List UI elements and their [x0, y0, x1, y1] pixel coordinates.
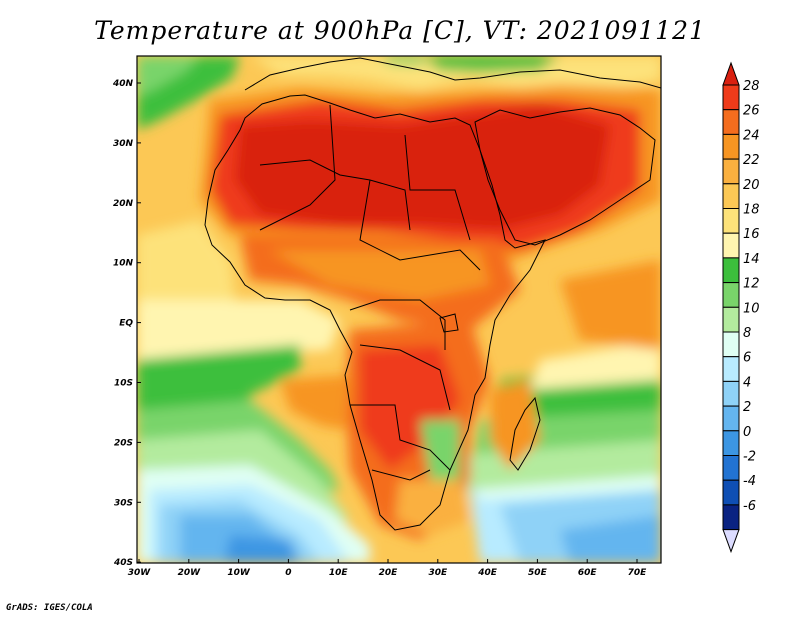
credit-text: GrADS: IGES/COLA: [6, 603, 93, 613]
colorbar-label: 22: [743, 153, 760, 168]
lon-label: 60E: [578, 568, 598, 578]
border-1: [259, 159, 411, 231]
colorbar-segment: [722, 208, 740, 234]
colorbar-label: 12: [743, 277, 760, 292]
lat-label: 30N: [113, 139, 134, 149]
lon-label: 30E: [428, 568, 448, 578]
lon-label: 20W: [178, 568, 202, 578]
map-title: Temperature at 900hPa [C], VT: 202109112…: [94, 16, 706, 45]
lat-label: 10N: [113, 259, 134, 269]
colorbar-label: 28: [743, 79, 760, 94]
plot-frame: [136, 55, 662, 564]
colorbar-segment: [722, 331, 740, 358]
coastlines: [204, 57, 661, 531]
colorbar-label: 10: [743, 301, 760, 316]
colorbar-segment: [722, 109, 740, 135]
lon-label: 50E: [528, 568, 548, 578]
colorbar-label: 26: [743, 104, 760, 119]
colorbar-label: -4: [743, 474, 756, 489]
lat-label: 30S: [114, 498, 133, 508]
colorbar-segment: [722, 455, 740, 481]
border-8: [371, 469, 431, 481]
colorbar-segment: [722, 282, 740, 308]
colorbar-label: -2: [743, 450, 756, 465]
colorbar-label: 16: [743, 227, 760, 242]
colorbar-label: 0: [743, 425, 751, 440]
lat-label: 10S: [114, 379, 133, 389]
colorbar-segment: [722, 84, 740, 111]
colorbar-label: 14: [743, 252, 760, 267]
border-5: [349, 299, 446, 350]
colorbar-label: 18: [743, 203, 760, 218]
border-3: [404, 134, 471, 241]
madagascar-coastline: [509, 396, 541, 471]
border-7: [350, 404, 451, 471]
colorbar-segment: [722, 306, 740, 333]
colorbar-segment: [722, 380, 740, 407]
lat-label: 40S: [113, 558, 133, 568]
lon-label: 40E: [477, 568, 498, 578]
lon-label: 10W: [227, 568, 251, 578]
lat-label: EQ: [119, 319, 133, 329]
latitude-labels: 40N 30N 20N 10N EQ 10S 20S 30S 40S: [112, 79, 134, 568]
europe-coastline: [244, 57, 661, 91]
colorbar-segment: [722, 356, 740, 382]
colorbar-segment: [722, 183, 740, 210]
colorbar-segment: [722, 430, 740, 456]
africa-coastline: [204, 94, 546, 531]
border-2: [259, 104, 336, 231]
lon-label: 20E: [379, 568, 399, 578]
colorbar-label: 24: [743, 128, 760, 143]
colorbar-segment: [722, 479, 740, 506]
colorbar-under-triangle: [722, 529, 740, 554]
lon-label: 0: [285, 568, 291, 578]
colorbar-label: -6: [743, 499, 756, 514]
border-6: [359, 344, 451, 411]
colorbar-label: 20: [743, 178, 760, 193]
axis-ticks: [137, 82, 638, 563]
colorbar-segment: [722, 133, 740, 160]
lat-label: 20S: [114, 438, 133, 448]
temperature-field: [137, 56, 661, 563]
colorbar-label: 8: [743, 326, 751, 341]
lake-victoria: [439, 313, 459, 333]
lat-label: 20N: [113, 199, 134, 209]
border-4: [359, 179, 481, 271]
longitude-labels: 30W 20W 10W 0 10E 20E 30E 40E 50E 60E 70E: [128, 568, 647, 578]
colorbar-label: 6: [743, 351, 751, 366]
colorbar-over-triangle: [722, 61, 740, 86]
lon-label: 10E: [329, 568, 349, 578]
colorbar: [722, 61, 740, 554]
colorbar-segment: [722, 232, 740, 259]
colorbar-segment: [722, 504, 740, 531]
lat-label: 40N: [112, 79, 134, 89]
colorbar-segment: [722, 405, 740, 432]
colorbar-segment: [722, 158, 740, 185]
arabia-coastline: [474, 107, 656, 246]
colorbar-segment: [722, 257, 740, 284]
colorbar-label: 4: [743, 375, 751, 390]
lon-label: 70E: [628, 568, 648, 578]
lon-label: 30W: [128, 568, 152, 578]
colorbar-label: 2: [743, 400, 751, 415]
